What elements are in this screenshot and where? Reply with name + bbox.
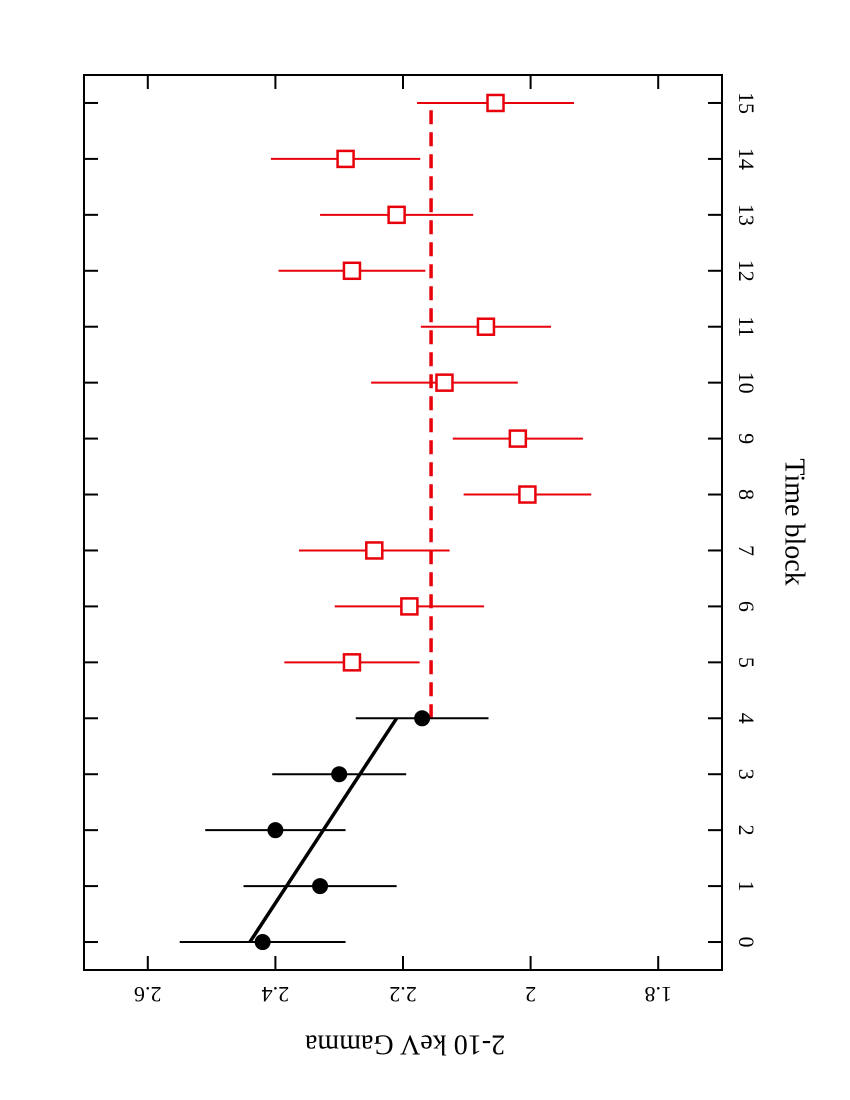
- x-tick-label: 10: [734, 372, 759, 394]
- x-tick-label: 15: [734, 92, 759, 114]
- x-tick-label: 9: [734, 433, 759, 444]
- data-point: [476, 317, 496, 336]
- y-tick-label: 2.6: [134, 982, 162, 1007]
- y-tick-label: 1.8: [644, 982, 672, 1007]
- x-tick-label: 8: [734, 489, 759, 500]
- data-point: [435, 373, 454, 392]
- data-point: [400, 597, 419, 616]
- data-point: [342, 261, 362, 281]
- x-axis-title: Time block: [779, 458, 810, 585]
- x-tick-label: 0: [734, 937, 759, 948]
- data-point: [508, 429, 528, 448]
- x-tick-label: 5: [734, 657, 759, 668]
- y-tick-label: 2.2: [389, 982, 417, 1007]
- data-point: [387, 205, 406, 225]
- data-point: [342, 653, 362, 672]
- y-axis-title: 2-10 keV Gamma: [304, 1029, 505, 1060]
- data-point: [486, 93, 505, 113]
- data-point: [267, 822, 284, 839]
- x-tick-label: 13: [734, 204, 759, 226]
- x-tick-label: 12: [734, 260, 759, 282]
- x-tick-label: 4: [734, 713, 759, 724]
- x-tick-label: 1: [734, 881, 759, 892]
- y-tick-label: 2.4: [262, 982, 290, 1007]
- x-tick-label: 6: [734, 601, 759, 612]
- data-point: [336, 149, 355, 169]
- x-tick-label: 7: [734, 545, 759, 556]
- x-tick-label: 11: [734, 316, 759, 337]
- x-tick-label: 3: [734, 769, 759, 780]
- x-tick-label: 2: [734, 825, 759, 836]
- y-tick-label: 2: [525, 982, 536, 1007]
- x-tick-label: 14: [734, 148, 759, 170]
- data-point: [414, 710, 431, 727]
- data-point: [518, 485, 537, 504]
- data-point: [312, 878, 329, 895]
- data-point: [365, 541, 384, 560]
- data-point: [254, 934, 271, 951]
- data-point: [331, 766, 348, 783]
